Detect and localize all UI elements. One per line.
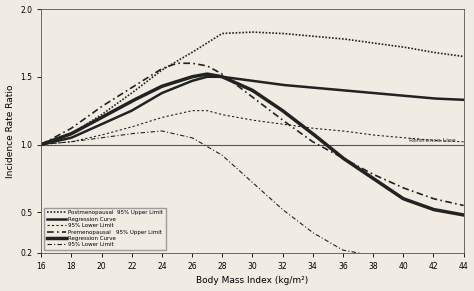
Legend: Postmenopausal  95% Upper Limit, Regression Curve, 95% Lower Limit, Premenopausa: Postmenopausal 95% Upper Limit, Regressi…: [44, 207, 166, 250]
Text: Reference Line: Reference Line: [409, 138, 456, 143]
Y-axis label: Incidence Rate Ratio: Incidence Rate Ratio: [6, 84, 15, 178]
X-axis label: Body Mass Index (kg/m²): Body Mass Index (kg/m²): [196, 276, 309, 285]
